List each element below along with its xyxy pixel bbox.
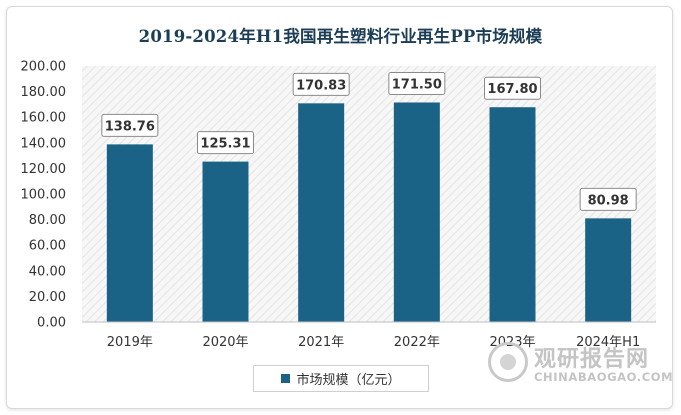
bar: [489, 107, 536, 322]
y-tick-label: 200.00: [21, 60, 67, 75]
legend: 市场规模（亿元）: [253, 365, 429, 392]
y-tick-label: 120.00: [21, 162, 67, 177]
data-label: 138.76: [105, 119, 155, 134]
x-tick-label: 2021年: [298, 335, 344, 350]
x-tick-label: 2020年: [202, 335, 248, 350]
legend-swatch: [281, 374, 291, 383]
y-tick-label: 140.00: [21, 136, 67, 151]
data-label: 80.98: [588, 193, 629, 208]
bar: [106, 144, 153, 322]
data-label-box: [197, 131, 254, 155]
plot-area: [82, 66, 656, 322]
y-tick-label: 80.00: [29, 213, 66, 228]
y-tick-label: 20.00: [29, 290, 66, 305]
bar: [393, 102, 440, 322]
watermark-circle-icon: [488, 342, 528, 382]
y-tick-label: 100.00: [21, 188, 67, 203]
y-tick-label: 60.00: [29, 239, 66, 254]
bar: [298, 103, 345, 322]
chart-title: 2019-2024年H1我国再生塑料行业再生PP市场规模: [138, 27, 543, 46]
watermark-name-cn: 观研报告网: [534, 347, 650, 372]
watermark-logo: 观研报告网 CHINABAOGAO.COM: [488, 340, 673, 392]
data-label: 170.83: [296, 78, 346, 93]
data-label: 167.80: [487, 82, 537, 97]
y-tick-label: 40.00: [29, 264, 66, 279]
data-label: 171.50: [392, 77, 442, 92]
data-label-box: [388, 71, 446, 95]
data-label-box: [292, 72, 350, 96]
y-tick-label: 180.00: [21, 85, 67, 100]
bar: [202, 161, 249, 322]
x-tick-label: 2019年: [107, 335, 153, 350]
data-label-box: [579, 187, 637, 211]
x-tick-label: 2022年: [394, 335, 440, 350]
x-tick-label: 2024年H1: [576, 335, 640, 350]
data-label-box: [101, 113, 159, 137]
bar: [585, 218, 632, 322]
y-tick-label: 0.00: [37, 316, 66, 331]
data-label: 125.31: [200, 137, 250, 152]
watermark-name-en: CHINABAOGAO.COM: [534, 370, 674, 384]
y-tick-label: 160.00: [21, 111, 67, 126]
legend-label: 市场规模（亿元）: [296, 373, 401, 388]
data-label-box: [484, 76, 541, 100]
